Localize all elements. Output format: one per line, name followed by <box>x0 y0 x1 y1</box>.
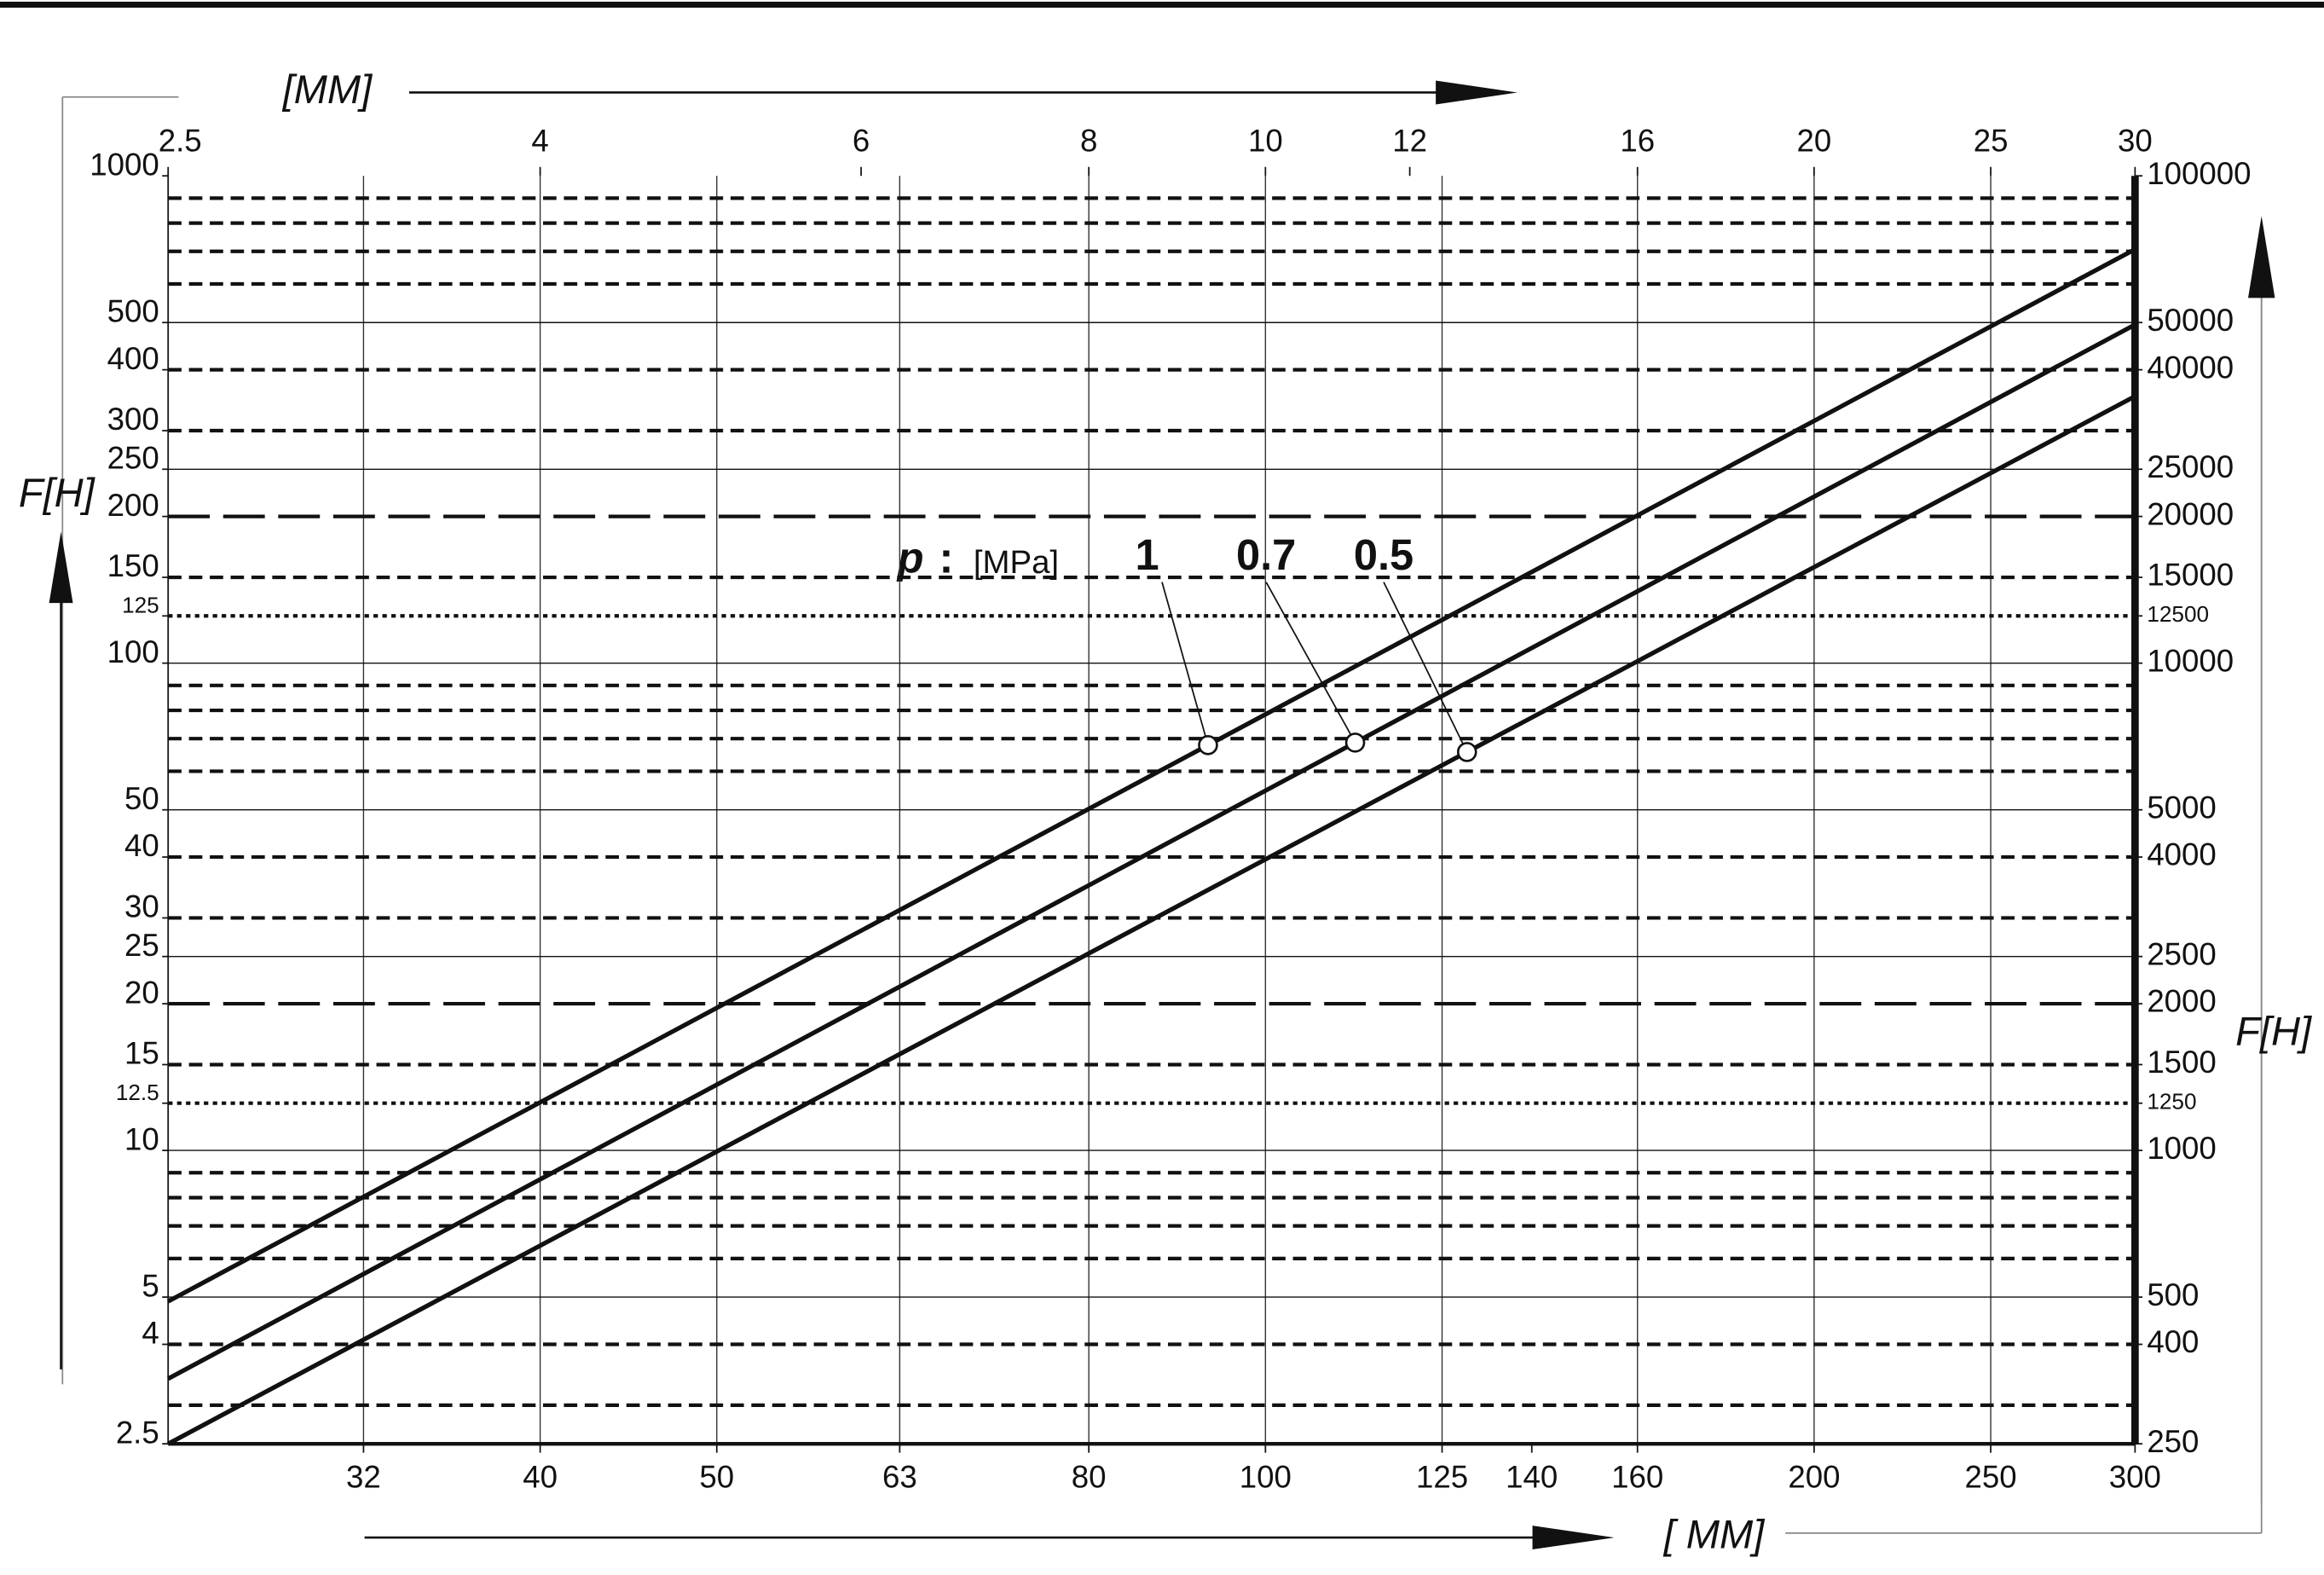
x-tick-label: 8 <box>1080 124 1097 159</box>
x-tick-label: 2.5 <box>159 124 202 159</box>
y-tick-label: 4 <box>142 1316 159 1351</box>
y2-tick-label: 2500 <box>2147 936 2216 971</box>
leader-line <box>1161 582 1209 746</box>
y-tick-label: 200 <box>107 488 159 523</box>
arrow-head <box>2247 216 2275 298</box>
x2-tick-label: 250 <box>1965 1460 2017 1495</box>
x-tick-label: 10 <box>1248 124 1283 159</box>
x2-tick-label: 32 <box>346 1460 381 1495</box>
y-tick-label: 20 <box>124 975 159 1010</box>
x2-tick-label: 125 <box>1416 1460 1468 1495</box>
y2-tick-label: 5000 <box>2147 790 2216 825</box>
y-tick-label: 15 <box>124 1036 159 1071</box>
x2-axis-title: [ MM] <box>1663 1512 1766 1557</box>
y-tick-label: 40 <box>124 828 159 863</box>
y2-axis-title: F[H] <box>2235 1009 2312 1054</box>
x-tick-label: 16 <box>1620 124 1655 159</box>
y-tick-label: 5 <box>142 1268 159 1303</box>
x2-tick-label: 160 <box>1611 1460 1663 1495</box>
y-tick-label: 400 <box>107 341 159 376</box>
y2-tick-label: 1000 <box>2147 1131 2216 1166</box>
y-axis-title: F[H] <box>19 470 95 515</box>
y2-tick-label: 40000 <box>2147 350 2234 385</box>
y2-tick-label: 4000 <box>2147 837 2216 872</box>
y2-tick-label: 100000 <box>2147 156 2251 191</box>
marker <box>1456 742 1477 762</box>
y2-tick-label: 1250 <box>2147 1089 2196 1115</box>
x2-tick-label: 40 <box>523 1460 558 1495</box>
leader-line <box>1265 582 1356 744</box>
series-line <box>166 322 2136 1381</box>
legend-unit: [MPa] <box>974 544 1059 581</box>
y2-tick-label: 500 <box>2147 1277 2199 1312</box>
y-tick-label: 10 <box>124 1121 159 1156</box>
y2-tick-label: 20000 <box>2147 496 2234 531</box>
series-label: 0.5 <box>1354 530 1413 579</box>
series-line <box>166 394 2136 1446</box>
x-tick-label: 12 <box>1392 124 1427 159</box>
x-tick-label: 4 <box>531 124 548 159</box>
legend-symbol: p <box>896 534 924 582</box>
series-label: 0.7 <box>1236 530 1296 579</box>
y-tick-label: 25 <box>124 928 159 963</box>
series-label: 1 <box>1135 530 1159 579</box>
y-tick-label: 2.5 <box>116 1415 159 1450</box>
y-tick-label: 500 <box>107 293 159 328</box>
y2-tick-label: 400 <box>2147 1324 2199 1359</box>
marker <box>1344 732 1366 753</box>
y-tick-label: 150 <box>107 548 159 583</box>
y-tick-label: 100 <box>107 634 159 669</box>
x2-tick-label: 140 <box>1506 1460 1558 1495</box>
y-tick-label: 12.5 <box>116 1080 159 1105</box>
y2-tick-label: 12500 <box>2147 601 2209 627</box>
arrow-head <box>49 531 73 604</box>
y2-tick-label: 25000 <box>2147 449 2234 484</box>
y2-tick-label: 15000 <box>2147 558 2234 593</box>
marker <box>1198 735 1218 756</box>
y2-tick-label: 10000 <box>2147 643 2234 678</box>
y-tick-label: 125 <box>122 593 159 618</box>
x2-tick-label: 80 <box>1072 1460 1107 1495</box>
y-tick-label: 300 <box>107 402 159 437</box>
y-tick-label: 250 <box>107 440 159 475</box>
y-tick-label: 1000 <box>90 147 159 182</box>
arrow-head <box>1532 1526 1615 1550</box>
series-line <box>166 246 2136 1304</box>
x2-tick-label: 63 <box>882 1460 917 1495</box>
y2-tick-label: 2000 <box>2147 984 2216 1019</box>
y-tick-label: 50 <box>124 781 159 816</box>
x2-tick-label: 300 <box>2109 1460 2161 1495</box>
x-tick-label: 25 <box>1974 124 2009 159</box>
x2-tick-label: 100 <box>1240 1460 1292 1495</box>
y2-tick-label: 250 <box>2147 1424 2199 1459</box>
arrow-head <box>1436 80 1518 105</box>
x-tick-label: 6 <box>853 124 870 159</box>
legend-separator: : <box>939 534 954 582</box>
x2-tick-label: 200 <box>1788 1460 1840 1495</box>
y-tick-label: 30 <box>124 889 159 924</box>
y2-tick-label: 50000 <box>2147 303 2234 338</box>
y2-tick-label: 1500 <box>2147 1045 2216 1080</box>
x-axis-title: [MM] <box>282 67 373 112</box>
x2-tick-label: 50 <box>699 1460 734 1495</box>
leader-line <box>1383 582 1468 753</box>
x-tick-label: 30 <box>2118 124 2153 159</box>
x-tick-label: 20 <box>1797 124 1832 159</box>
